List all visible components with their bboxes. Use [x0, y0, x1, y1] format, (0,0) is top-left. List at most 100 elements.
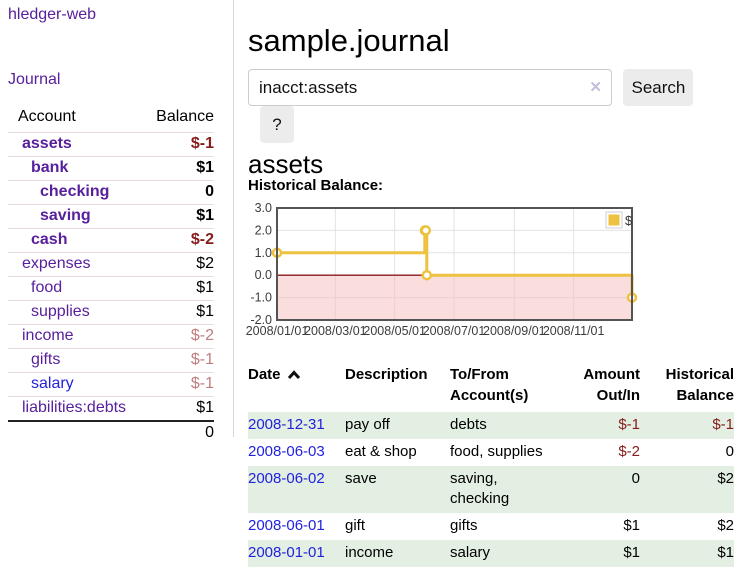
register-col-description: Description [345, 366, 428, 383]
register-balance-cell: $2 [717, 470, 734, 487]
register-balance-cell: $2 [717, 517, 734, 534]
sidebar: hledger-web Journal Account Balance asse… [0, 0, 234, 441]
account-balance: $-2 [190, 327, 214, 344]
svg-text:1.0: 1.0 [255, 246, 272, 260]
chart-title: Historical Balance: [248, 177, 384, 194]
account-link[interactable]: assets [22, 135, 72, 152]
register-col-date-label: Date [248, 366, 281, 383]
account-name-cell: gifts [8, 349, 146, 373]
account-name-cell: saving [8, 205, 146, 229]
account-row: income $-2 [8, 324, 214, 349]
accounts-col-balance: Balance [156, 108, 214, 125]
transaction-date-link[interactable]: 2008-06-03 [248, 443, 325, 460]
account-link[interactable]: bank [31, 159, 69, 176]
svg-text:0.0: 0.0 [255, 268, 272, 282]
account-balance: $2 [196, 255, 214, 272]
account-link[interactable]: gifts [31, 351, 61, 368]
register-row: 2008-06-03 eat & shop food, supplies $-2 0 [248, 439, 734, 466]
register-amount-cell: 0 [631, 470, 640, 487]
register-amount-cell: $1 [623, 544, 640, 561]
register-balance-cell: $1 [717, 544, 734, 561]
register-description-cell: eat & shop [345, 443, 417, 460]
register-date-cell: 2008-06-01 [248, 513, 345, 540]
register-date-cell: 2008-06-03 [248, 439, 345, 466]
account-row: saving $1 [8, 204, 214, 229]
register-col-date[interactable]: Date [248, 362, 345, 412]
account-link[interactable]: food [31, 279, 63, 296]
data-point-marker [420, 225, 432, 236]
account-row: supplies $1 [8, 300, 214, 325]
transaction-date-link[interactable]: 2008-06-02 [248, 470, 325, 487]
sidebar-item-journal[interactable]: Journal [8, 71, 61, 88]
transaction-date-link[interactable]: 2008-06-01 [248, 517, 325, 534]
svg-text:-2.0: -2.0 [250, 313, 272, 327]
account-link[interactable]: saving [40, 207, 91, 224]
register-balance-cell: $-1 [712, 416, 734, 433]
account-balance: $1 [196, 279, 214, 296]
account-row: gifts $-1 [8, 348, 214, 373]
svg-text:$: $ [625, 213, 633, 228]
register-col-amount: Amount Out/In [583, 366, 640, 404]
clear-search-icon[interactable]: ✕ [589, 79, 602, 96]
accounts-total-spacer [8, 421, 146, 445]
register-accounts-cell: saving, checking [450, 470, 510, 507]
account-link[interactable]: salary [31, 375, 74, 392]
account-name-cell: bank [8, 157, 146, 181]
account-row: liabilities:debts $1 [8, 396, 214, 422]
search-box: ✕ [248, 69, 612, 106]
register-table: Date Description To/From Account(s) Amou… [248, 362, 734, 567]
account-balance: 0 [205, 183, 214, 200]
register-date-cell: 2008-01-01 [248, 540, 345, 567]
account-link[interactable]: cash [31, 231, 68, 248]
account-link[interactable]: checking [40, 183, 110, 200]
sort-ascending-icon[interactable] [287, 365, 301, 386]
search-row: ✕ Search ? [248, 69, 742, 143]
app-title-link[interactable]: hledger-web [8, 6, 97, 23]
register-description-cell: save [345, 470, 377, 487]
balance-chart: 3.0 2.0 1.0 0.0 -1.0 -2.0 2008/01/01 2008/03/01… [243, 201, 742, 344]
search-button[interactable]: Search [623, 69, 694, 106]
search-input[interactable] [248, 69, 612, 106]
register-col-accounts: To/From Account(s) [450, 366, 529, 404]
account-balance: $1 [196, 399, 214, 416]
account-link[interactable]: expenses [22, 255, 91, 272]
register-accounts-cell: gifts [450, 517, 478, 534]
page-title: sample.journal [248, 22, 450, 58]
account-name-cell: supplies [8, 301, 146, 325]
register-header-row: Date Description To/From Account(s) Amou… [248, 362, 734, 412]
transaction-date-link[interactable]: 2008-12-31 [248, 416, 325, 433]
account-link[interactable]: supplies [31, 303, 90, 320]
account-balance: $-1 [190, 375, 214, 392]
svg-text:2.0: 2.0 [255, 223, 272, 237]
transaction-date-link[interactable]: 2008-01-01 [248, 544, 325, 561]
account-row: cash $-2 [8, 228, 214, 253]
register-balance-cell: 0 [725, 443, 734, 460]
account-link[interactable]: liabilities:debts [22, 399, 127, 416]
account-link[interactable]: income [22, 327, 74, 344]
help-button[interactable]: ? [260, 106, 294, 143]
svg-text:2008/05/01: 2008/05/01 [363, 324, 426, 338]
register-amount-cell: $1 [623, 517, 640, 534]
register-description-cell: pay off [345, 416, 390, 433]
register-accounts-cell: salary [450, 544, 491, 561]
register-row: 2008-06-01 gift gifts $1 $2 [248, 513, 734, 540]
account-row: food $1 [8, 276, 214, 301]
register-col-balance: Historical Balance [665, 366, 734, 404]
account-balance: $1 [196, 159, 214, 176]
svg-text:2008/11/01: 2008/11/01 [543, 324, 605, 338]
register-amount-cell: $-2 [618, 443, 640, 460]
accounts-table: Account Balance assets $-1 bank $1 checking 0… [8, 104, 214, 445]
account-name-cell: assets [8, 133, 146, 157]
svg-text:2008/09/01: 2008/09/01 [483, 324, 546, 338]
account-row: bank $1 [8, 156, 214, 181]
accounts-total-balance: 0 [205, 424, 214, 441]
account-balance: $1 [196, 207, 214, 224]
accounts-table-body: assets $-1 bank $1 checking 0 saving $1 cash $-2 e… [8, 132, 214, 422]
svg-text:2008/03/01: 2008/03/01 [304, 324, 367, 338]
register-row: 2008-01-01 income salary $1 $1 [248, 540, 734, 567]
register-accounts-cell: food, supplies [450, 443, 543, 460]
register-table-body: 2008-12-31 pay off debts $-1 $-1 2008-06-03 ea… [248, 412, 734, 567]
svg-text:2008/01/01: 2008/01/01 [246, 324, 309, 338]
svg-text:2008/07/01: 2008/07/01 [423, 324, 486, 338]
